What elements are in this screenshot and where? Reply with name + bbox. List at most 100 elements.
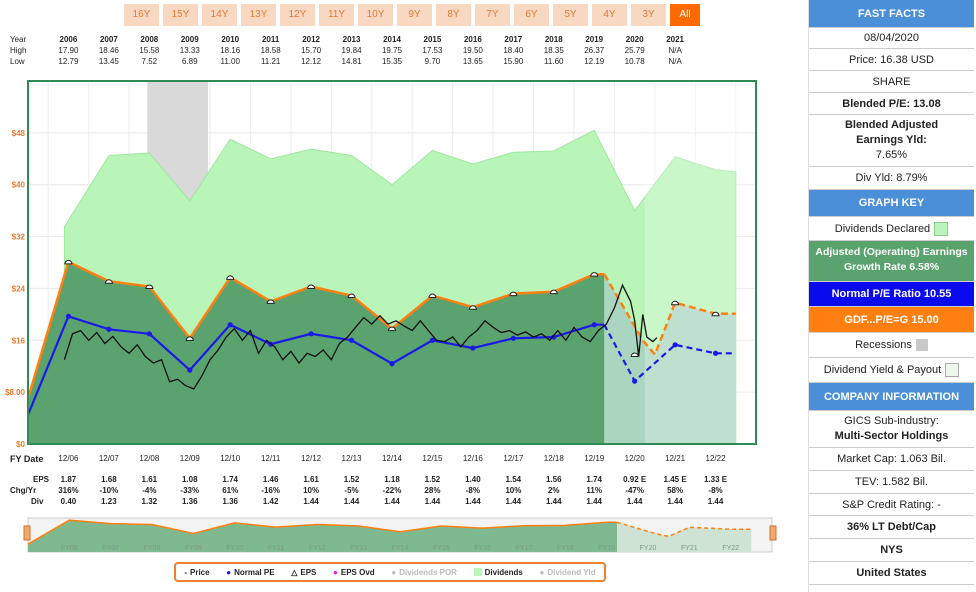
y-tick-label: $16 [12,336,26,345]
normal-pe-point [187,367,193,373]
chg-cell: 11% [586,486,602,495]
period-button-5y[interactable]: 5Y [553,4,588,26]
gics-value: Multi-Sector Holdings [834,430,949,442]
eps-cell: 1.56 [545,475,562,484]
chg-cell: -47% [625,486,644,495]
high-cell: 17.90 [58,46,79,55]
facts-exchange: NYS [809,539,974,562]
y-tick-label: $40 [12,181,26,190]
period-button-12y[interactable]: 12Y [280,4,315,26]
key-dividends-declared-label: Dividends Declared [834,223,931,235]
chg-label: Chg/Yr [10,486,37,495]
eps-cell: 1.08 [181,475,198,484]
mini-year-label: FY13 [350,545,367,552]
period-button-9y[interactable]: 9Y [397,4,432,26]
high-label: High [10,46,27,55]
legend-eps[interactable]: △ EPS [291,567,317,577]
facts-date: 08/04/2020 [809,28,974,49]
low-cell: 11.21 [260,57,281,66]
key-recessions-label: Recessions [855,339,912,351]
year-cell: 2013 [342,35,361,44]
chg-cell: -8% [708,486,723,495]
mini-year-label: FY20 [640,545,657,552]
low-cell: 11.60 [544,57,564,66]
y-tick-label: $32 [12,233,26,242]
low-cell: 13.65 [462,57,483,66]
mini-year-label: FY09 [185,545,202,552]
eps-cell: 1.68 [101,475,117,484]
high-cell: 19.84 [341,46,362,55]
period-button-8y[interactable]: 8Y [436,4,471,26]
facts-credit-rating: S&P Credit Rating: - [809,494,974,516]
high-cell: 18.58 [260,46,281,55]
period-button-10y[interactable]: 10Y [358,4,393,26]
high-cell: 18.40 [503,46,524,55]
normal-pe-point [712,350,719,356]
mini-year-label: FY18 [557,545,574,552]
period-button-16y[interactable]: 16Y [124,4,159,26]
period-button-14y[interactable]: 14Y [202,4,237,26]
legend-price[interactable]: - Price [184,567,210,577]
eps-cell: 1.87 [60,475,77,484]
normal-pe-point [510,335,516,341]
fy-date-cell: 12/07 [98,454,119,463]
fy-date-cell: 12/21 [665,454,686,463]
key-earnings-growth: Adjusted (Operating) Earnings Growth Rat… [809,241,974,282]
fy-date-cell: 12/10 [220,454,241,463]
period-button-15y[interactable]: 15Y [163,4,198,26]
company-info-header: COMPANY INFORMATION [809,383,974,411]
eps-point [468,305,477,310]
period-button-13y[interactable]: 13Y [241,4,276,26]
overview-mini-chart[interactable]: FY06 FY07 FY08 FY09 FY10 FY11 FY12 FY13 FY14 FY15… [0,512,808,556]
recession-swatch [915,339,928,352]
high-cell: 15.58 [139,46,160,55]
period-selector: 16Y 15Y 14Y 13Y 12Y 11Y 10Y 9Y 8Y 7Y 6Y 5Y 4Y 3Y All [124,4,704,26]
chg-cell: 316% [58,486,79,495]
adjusted-yield-value: 7.65% [875,149,908,161]
low-cell: 12.79 [58,57,79,66]
legend-normal-pe[interactable]: ● Normal PE [226,567,275,577]
mini-year-label: FY17 [516,545,533,552]
mini-year-label: FY19 [598,545,615,552]
mini-year-label: FY06 [61,545,78,552]
year-cell: 2010 [221,35,240,44]
chg-cell: 10% [303,486,320,495]
legend-dividend-yld[interactable]: ● Dividend Yld [539,567,596,577]
normal-pe-point [308,331,314,337]
facts-div-yield: Div Yld: 8.79% [809,167,974,190]
chg-cell: 61% [222,486,239,495]
period-button-3y[interactable]: 3Y [631,4,666,26]
period-button-all[interactable]: All [670,4,700,26]
eps-point [387,326,397,332]
facts-country: United States [809,562,974,585]
legend-dividends-por[interactable]: ● Dividends POR [391,567,457,577]
period-button-6y[interactable]: 6Y [514,4,549,26]
facts-share: SHARE [809,71,974,93]
chg-cell: 2% [547,486,560,495]
year-cell: 2006 [59,35,78,44]
div-cell: 1.32 [141,497,158,506]
period-button-4y[interactable]: 4Y [592,4,627,26]
period-button-7y[interactable]: 7Y [475,4,510,26]
period-button-11y[interactable]: 11Y [319,4,354,26]
normal-pe-point [227,322,233,328]
normal-pe-point [146,331,152,337]
div-cell: 1.23 [101,497,117,506]
eps-forecast-line [603,273,736,357]
div-cell: 1.44 [586,497,602,506]
legend-dividends[interactable]: Dividends [473,568,523,577]
chart-legend: - Price ● Normal PE △ EPS ● EPS Ovd ● Dividen… [174,562,606,582]
div-cell: 1.36 [181,497,198,506]
div-cell: 1.44 [343,497,360,506]
fy-date-cell: 12/11 [260,454,281,463]
high-cell: 15.70 [301,46,322,55]
div-cell: 1.36 [222,497,238,506]
mini-forecast-area [617,522,752,552]
y-tick-label: $24 [12,284,26,293]
year-cell: 2008 [140,35,159,44]
eps-cell: 0.92 E [623,475,647,484]
fy-date-cell: 12/09 [179,454,200,463]
dividends-swatch [934,222,949,237]
eps-cell: 1.18 [384,475,400,484]
legend-eps-ovd[interactable]: ● EPS Ovd [333,567,375,577]
